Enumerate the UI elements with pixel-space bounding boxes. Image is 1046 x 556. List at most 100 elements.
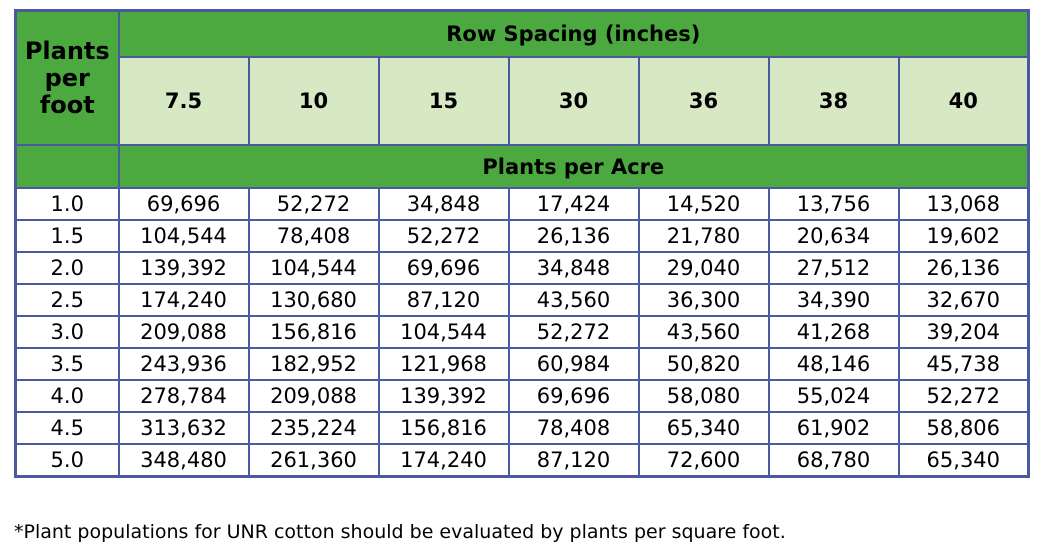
plants-per-acre-cell: 209,088 (247, 379, 380, 413)
plants-per-acre-cell: 65,340 (897, 443, 1030, 478)
plants-per-acre-cell: 182,952 (247, 347, 380, 381)
plants-per-acre-header: Plants per Acre (117, 144, 1030, 189)
plants-per-foot-value: 2.0 (14, 251, 120, 285)
plants-per-acre-cell: 68,780 (767, 443, 900, 478)
plants-per-acre-cell: 19,602 (897, 219, 1030, 253)
plants-per-acre-row: Plants per Acre (14, 144, 1030, 189)
plants-per-acre-cell: 13,068 (897, 187, 1030, 221)
plants-per-acre-cell: 174,240 (377, 443, 510, 478)
table-body: 1.0 69,696 52,272 34,848 17,424 14,520 13,756 1… (14, 187, 1030, 478)
plants-per-acre-cell: 69,696 (117, 187, 250, 221)
table-row: 5.0 348,480 261,360 174,240 87,120 72,600 68,7… (14, 443, 1030, 478)
plants-per-acre-cell: 52,272 (507, 315, 640, 349)
plants-per-acre-cell: 39,204 (897, 315, 1030, 349)
plants-per-acre-cell: 26,136 (507, 219, 640, 253)
plants-per-acre-cell: 45,738 (897, 347, 1030, 381)
plants-per-foot-value: 2.5 (14, 283, 120, 317)
row-spacing-column-header: 40 (897, 56, 1030, 146)
row-spacing-column-header: 10 (247, 56, 380, 146)
plants-per-acre-cell: 139,392 (117, 251, 250, 285)
plants-per-acre-cell: 235,224 (247, 411, 380, 445)
plants-per-acre-cell: 243,936 (117, 347, 250, 381)
plants-per-acre-cell: 21,780 (637, 219, 770, 253)
plants-per-acre-cell: 52,272 (377, 219, 510, 253)
plants-per-foot-value: 4.5 (14, 411, 120, 445)
table-row: 4.5 313,632 235,224 156,816 78,408 65,340 61,9… (14, 411, 1030, 445)
table-row: 2.5 174,240 130,680 87,120 43,560 36,300 34,39… (14, 283, 1030, 317)
header-row-top: Plants per foot Row Spacing (inches) (14, 9, 1030, 146)
plants-per-acre-cell: 104,544 (377, 315, 510, 349)
plants-per-foot-value: 4.0 (14, 379, 120, 413)
plants-per-foot-value: 1.5 (14, 219, 120, 253)
row-spacing-column-header: 7.5 (117, 56, 250, 146)
plants-per-foot-value: 5.0 (14, 443, 120, 478)
table-row: 1.5 104,544 78,408 52,272 26,136 21,780 20,634… (14, 219, 1030, 253)
table-row: 2.0 139,392 104,544 69,696 34,848 29,040 27,51… (14, 251, 1030, 285)
plants-per-acre-cell: 34,848 (507, 251, 640, 285)
plants-per-acre-cell: 58,080 (637, 379, 770, 413)
corner-blank-cell (14, 144, 120, 189)
plants-per-acre-cell: 58,806 (897, 411, 1030, 445)
plants-per-acre-cell: 13,756 (767, 187, 900, 221)
plants-per-acre-cell: 29,040 (637, 251, 770, 285)
plants-per-foot-line-3: foot (39, 90, 95, 119)
plants-per-acre-cell: 87,120 (377, 283, 510, 317)
plants-per-acre-cell: 34,390 (767, 283, 900, 317)
plants-per-acre-cell: 130,680 (247, 283, 380, 317)
table-row: 1.0 69,696 52,272 34,848 17,424 14,520 13,756 1… (14, 187, 1030, 221)
plant-population-table: Plants per foot Row Spacing (inches) 7.5… (14, 9, 1031, 478)
plants-per-acre-cell: 313,632 (117, 411, 250, 445)
plants-per-acre-cell: 26,136 (897, 251, 1030, 285)
plants-per-acre-cell: 41,268 (767, 315, 900, 349)
plants-per-foot-value: 3.0 (14, 315, 120, 349)
plants-per-acre-cell: 17,424 (507, 187, 640, 221)
plants-per-acre-cell: 52,272 (897, 379, 1030, 413)
row-spacing-header: Row Spacing (inches) (117, 9, 1030, 58)
plants-per-acre-cell: 43,560 (637, 315, 770, 349)
plants-per-acre-cell: 278,784 (117, 379, 250, 413)
plants-per-acre-cell: 174,240 (117, 283, 250, 317)
plants-per-acre-cell: 104,544 (117, 219, 250, 253)
plants-per-acre-cell: 32,670 (897, 283, 1030, 317)
plants-per-acre-cell: 156,816 (377, 411, 510, 445)
plants-per-acre-cell: 27,512 (767, 251, 900, 285)
row-spacing-column-header: 15 (377, 56, 510, 146)
plants-per-acre-cell: 72,600 (637, 443, 770, 478)
table-row: 4.0 278,784 209,088 139,392 69,696 58,080 55,0… (14, 379, 1030, 413)
plants-per-acre-cell: 209,088 (117, 315, 250, 349)
plants-per-acre-cell: 261,360 (247, 443, 380, 478)
row-spacing-column-header: 30 (507, 56, 640, 146)
plants-per-acre-cell: 69,696 (507, 379, 640, 413)
plants-per-foot-value: 3.5 (14, 347, 120, 381)
plants-per-acre-cell: 104,544 (247, 251, 380, 285)
plants-per-acre-cell: 78,408 (247, 219, 380, 253)
plants-per-acre-cell: 78,408 (507, 411, 640, 445)
plants-per-acre-cell: 14,520 (637, 187, 770, 221)
plants-per-foot-line-2: per (44, 63, 90, 92)
plants-per-acre-cell: 20,634 (767, 219, 900, 253)
plants-per-acre-cell: 348,480 (117, 443, 250, 478)
plants-per-acre-cell: 52,272 (247, 187, 380, 221)
plants-per-acre-cell: 156,816 (247, 315, 380, 349)
plants-per-acre-cell: 36,300 (637, 283, 770, 317)
plants-per-acre-cell: 121,968 (377, 347, 510, 381)
plants-per-acre-cell: 48,146 (767, 347, 900, 381)
plants-per-acre-cell: 65,340 (637, 411, 770, 445)
plants-per-acre-cell: 61,902 (767, 411, 900, 445)
row-spacing-values-row: 7.5 10 15 30 36 38 40 (16, 56, 1030, 146)
row-spacing-column-header: 38 (767, 56, 900, 146)
plants-per-acre-cell: 87,120 (507, 443, 640, 478)
plants-per-acre-cell: 55,024 (767, 379, 900, 413)
plants-per-acre-cell: 50,820 (637, 347, 770, 381)
table-row: 3.0 209,088 156,816 104,544 52,272 43,560 41,2… (14, 315, 1030, 349)
plants-per-acre-cell: 69,696 (377, 251, 510, 285)
plants-per-foot-header: Plants per foot (14, 9, 120, 146)
row-spacing-column-header: 36 (637, 56, 770, 146)
plants-per-foot-line-1: Plants (24, 36, 110, 65)
plants-per-acre-cell: 34,848 (377, 187, 510, 221)
footnote: *Plant populations for UNR cotton should… (14, 521, 786, 543)
plants-per-acre-cell: 139,392 (377, 379, 510, 413)
plants-per-foot-value: 1.0 (14, 187, 120, 221)
plants-per-acre-cell: 43,560 (507, 283, 640, 317)
table-row: 3.5 243,936 182,952 121,968 60,984 50,820 48,1… (14, 347, 1030, 381)
